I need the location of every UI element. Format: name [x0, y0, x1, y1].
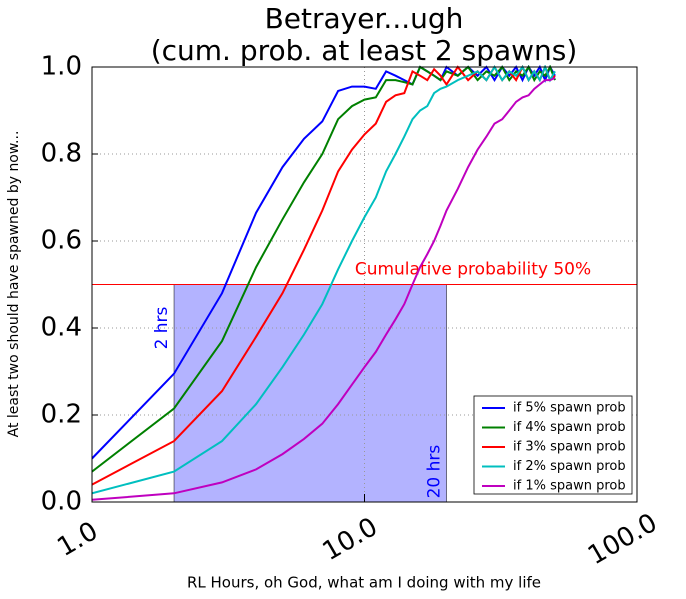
legend-label: if 3% spawn prob	[513, 440, 626, 455]
y-tick-label: 1.0	[41, 52, 82, 82]
reference-label: Cumulative probability 50%	[355, 260, 591, 280]
legend-label: if 1% spawn prob	[513, 479, 626, 494]
y-tick-label: 0.0	[41, 487, 82, 517]
span-label: 20 hrs	[425, 445, 445, 499]
x-axis-label: RL Hours, oh God, what am I doing with m…	[187, 574, 541, 592]
legend-label: if 5% spawn prob	[513, 401, 626, 416]
y-axis-label: At least two should have spawned by now.…	[6, 131, 22, 438]
span-label: 2 hrs	[152, 306, 172, 349]
legend-label: if 2% spawn prob	[513, 459, 626, 474]
series-line	[92, 65, 556, 495]
y-tick-label: 0.2	[41, 400, 82, 430]
y-tick-label: 0.8	[41, 139, 82, 169]
y-tick-label: 0.6	[41, 226, 82, 256]
x-tick-label: 10.0	[318, 512, 383, 567]
chart-subtitle: (cum. prob. at least 2 spawns)	[151, 34, 578, 67]
legend-label: if 4% spawn prob	[513, 420, 626, 435]
y-tick-label: 0.4	[41, 313, 82, 343]
chart-title: Betrayer...ugh	[265, 2, 464, 35]
x-tick-label: 1.0	[52, 516, 103, 563]
series-line	[92, 76, 556, 501]
plot-frame	[91, 66, 638, 503]
x-tick-label: 100.0	[583, 508, 662, 571]
shaded-span	[173, 284, 447, 503]
legend-box	[473, 395, 633, 495]
